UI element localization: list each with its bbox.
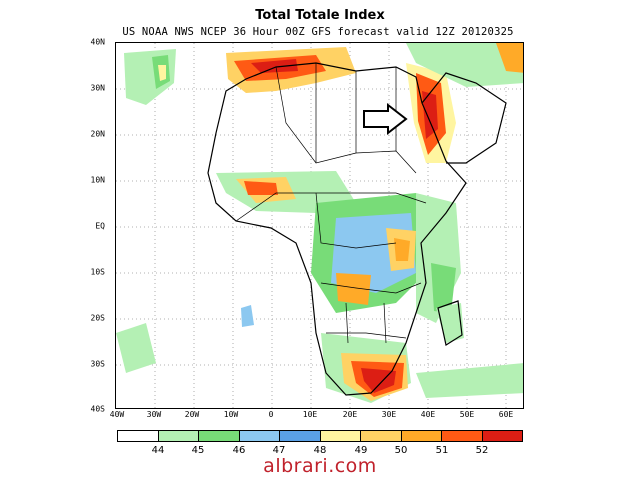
map-subtitle: US NOAA NWS NCEP 36 Hour 00Z GFS forecas…: [122, 26, 514, 38]
country-borders: [235, 63, 427, 344]
lat-label: 30S: [90, 359, 105, 369]
coastlines: [207, 62, 507, 396]
legend-label: 46: [232, 445, 246, 456]
map-title: Total Totale Index: [255, 8, 385, 23]
lon-label: 40E: [420, 410, 436, 419]
lon-label: 60E: [498, 410, 514, 419]
lon-label: 50E: [459, 410, 475, 419]
legend-label: 44: [151, 445, 165, 456]
lon-label: 10E: [302, 410, 318, 419]
legend-swatch: [320, 431, 361, 441]
lon-label: 30W: [146, 410, 162, 419]
legend-label: 47: [272, 445, 286, 456]
color-legend: [117, 430, 523, 442]
watermark: albrari.com: [263, 455, 377, 477]
legend-swatch: [401, 431, 442, 441]
legend-label: 51: [435, 445, 449, 456]
legend-swatch: [158, 431, 199, 441]
lon-label: 10W: [223, 410, 239, 419]
lat-label: 10N: [90, 175, 105, 185]
lon-label: 40W: [109, 410, 125, 419]
legend-swatch: [118, 431, 159, 441]
legend-label: 49: [354, 445, 368, 456]
lat-label: 30N: [90, 83, 105, 93]
lat-label: 10S: [90, 267, 105, 277]
index-shading: [116, 43, 523, 403]
lat-label: 40S: [90, 404, 105, 414]
lon-label: 20W: [184, 410, 200, 419]
lon-label: 30E: [381, 410, 397, 419]
lat-label: 20S: [90, 313, 105, 323]
lat-label: 40N: [90, 37, 105, 47]
arrow-annotation: [363, 102, 408, 136]
weather-map: [115, 42, 524, 409]
legend-swatch: [442, 431, 483, 441]
lat-label: EQ: [95, 221, 105, 231]
legend-swatch: [280, 431, 321, 441]
lon-label: 0: [268, 410, 274, 419]
lon-label: 20E: [342, 410, 358, 419]
legend-swatch: [361, 431, 402, 441]
legend-swatch: [482, 431, 522, 441]
map-canvas: [116, 43, 523, 408]
legend-label: 52: [475, 445, 489, 456]
legend-label: 48: [313, 445, 327, 456]
legend-label: 45: [191, 445, 205, 456]
legend-swatch: [199, 431, 240, 441]
lat-label: 20N: [90, 129, 105, 139]
legend-swatch: [239, 431, 280, 441]
legend-label: 50: [394, 445, 408, 456]
